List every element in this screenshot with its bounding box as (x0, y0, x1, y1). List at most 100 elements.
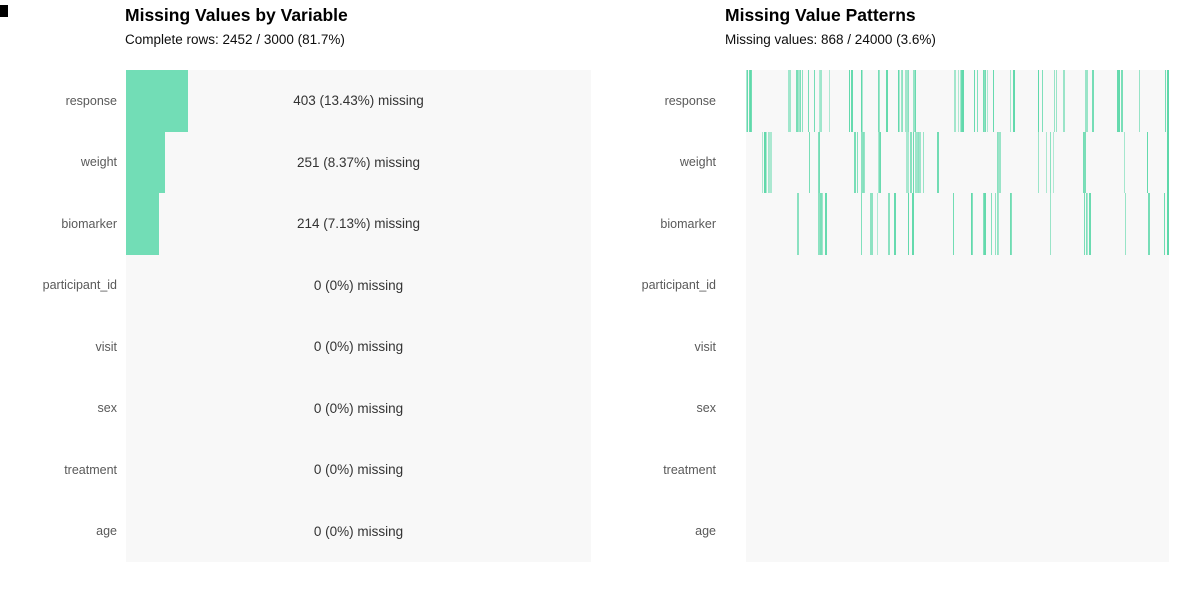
bar-value-label-biomarker: 214 (7.13%) missing (296, 216, 421, 232)
missing-mark (977, 70, 978, 132)
right-ylabel-biomarker: biomarker (660, 216, 716, 231)
missing-mark (1164, 193, 1165, 255)
missing-mark (854, 131, 856, 193)
missing-mark (998, 193, 999, 255)
missing-mark (1063, 70, 1065, 132)
missing-bar-response (126, 70, 189, 132)
missing-mark (984, 193, 986, 255)
missing-mark (1038, 131, 1039, 193)
missing-mark (877, 193, 878, 255)
missing-mark (768, 131, 769, 193)
missing-mark (1011, 193, 1012, 255)
missing-mark (886, 70, 888, 132)
bar-value-label-participant_id: 0 (0%) missing (313, 277, 404, 293)
missing-mark (819, 131, 820, 193)
missing-mark (995, 193, 996, 255)
missing-mark (1010, 70, 1011, 132)
missing-mark (864, 131, 865, 193)
missing-mark (954, 70, 956, 132)
missing-mark (818, 193, 820, 255)
missing-mark (825, 193, 827, 255)
left-ylabel-visit: visit (95, 339, 117, 354)
missing-mark (1083, 131, 1084, 193)
missing-mark (764, 131, 765, 193)
missing-mark (915, 131, 918, 193)
missing-mark (894, 193, 896, 255)
missing-mark (870, 193, 873, 255)
right-ylabel-weight: weight (679, 155, 716, 170)
missing-mark (958, 70, 959, 132)
bar-value-label-weight: 251 (8.37%) missing (296, 154, 421, 170)
missing-mark (800, 70, 801, 132)
bar-value-label-response: 403 (13.43%) missing (293, 93, 424, 109)
missing-mark (961, 70, 962, 132)
left-chart-subtitle: Complete rows: 2452 / 3000 (81.7%) (125, 32, 345, 47)
right-ylabel-age: age (695, 524, 716, 539)
left-ylabel-biomarker: biomarker (61, 216, 117, 231)
missing-mark (814, 70, 815, 132)
missing-mark (901, 70, 902, 132)
right-ylabel-visit: visit (694, 339, 716, 354)
pattern-row-biomarker (746, 193, 1169, 255)
missing-mark (1086, 193, 1088, 255)
missing-mark (797, 193, 799, 255)
missing-mark (974, 70, 975, 132)
missing-by-variable-plot: 403 (13.43%) missing 251 (8.37%) missing 2… (126, 70, 591, 562)
missing-mark (913, 131, 914, 193)
missing-mark (861, 131, 863, 193)
bar-value-label-age: 0 (0%) missing (313, 523, 404, 539)
missing-mark (993, 70, 994, 132)
missing-mark (919, 131, 921, 193)
missing-mark (857, 131, 858, 193)
missing-mark (863, 131, 864, 193)
missing-mark (880, 131, 881, 193)
missing-mark (997, 193, 998, 255)
bar-row-participant_id: 0 (0%) missing (126, 255, 591, 317)
missing-mark (1117, 70, 1120, 132)
bar-row-treatment: 0 (0%) missing (126, 439, 591, 501)
missing-mark (1089, 193, 1091, 255)
pattern-row-response (746, 70, 1169, 132)
missing-mark (985, 70, 986, 132)
missing-mark (953, 193, 954, 255)
missing-mark (937, 131, 939, 193)
missing-mark (861, 70, 862, 132)
missing-mark (1010, 193, 1011, 255)
missing-mark (1139, 70, 1140, 132)
pattern-row-age (746, 501, 1169, 563)
right-ylabel-response: response (664, 93, 716, 108)
missing-mark (788, 70, 791, 132)
missing-mark (822, 193, 823, 255)
left-ylabel-treatment: treatment (64, 462, 117, 477)
missing-mark (998, 131, 1001, 193)
missing-mark (818, 131, 820, 193)
pattern-row-sex (746, 378, 1169, 440)
missing-mark (1147, 131, 1148, 193)
missing-mark (762, 131, 763, 193)
missing-mark (1167, 70, 1169, 132)
missing-mark (997, 131, 998, 193)
missing-mark (808, 70, 809, 132)
missing-mark (829, 70, 830, 132)
missing-mark (819, 70, 820, 132)
missing-mark (915, 70, 916, 132)
missing-mark (888, 193, 890, 255)
left-panel-header: Missing Values by Variable Complete rows… (125, 5, 348, 48)
missing-mark (1050, 131, 1051, 193)
bar-row-biomarker: 214 (7.13%) missing (126, 193, 591, 255)
bar-row-weight: 251 (8.37%) missing (126, 131, 591, 193)
missing-mark (849, 70, 850, 132)
right-y-axis-labels: response weight biomarker participant_id vis… (566, 70, 716, 562)
missing-mark (1125, 193, 1126, 255)
missing-mark (983, 70, 984, 132)
bar-value-label-visit: 0 (0%) missing (313, 339, 404, 355)
pattern-row-treatment (746, 439, 1169, 501)
missing-mark (802, 70, 803, 132)
missing-mark (910, 131, 912, 193)
missing-mark (879, 131, 881, 193)
missing-mark (905, 70, 908, 132)
missing-mark (749, 70, 752, 132)
left-chart-title: Missing Values by Variable (125, 5, 348, 25)
right-ylabel-sex: sex (696, 401, 716, 416)
